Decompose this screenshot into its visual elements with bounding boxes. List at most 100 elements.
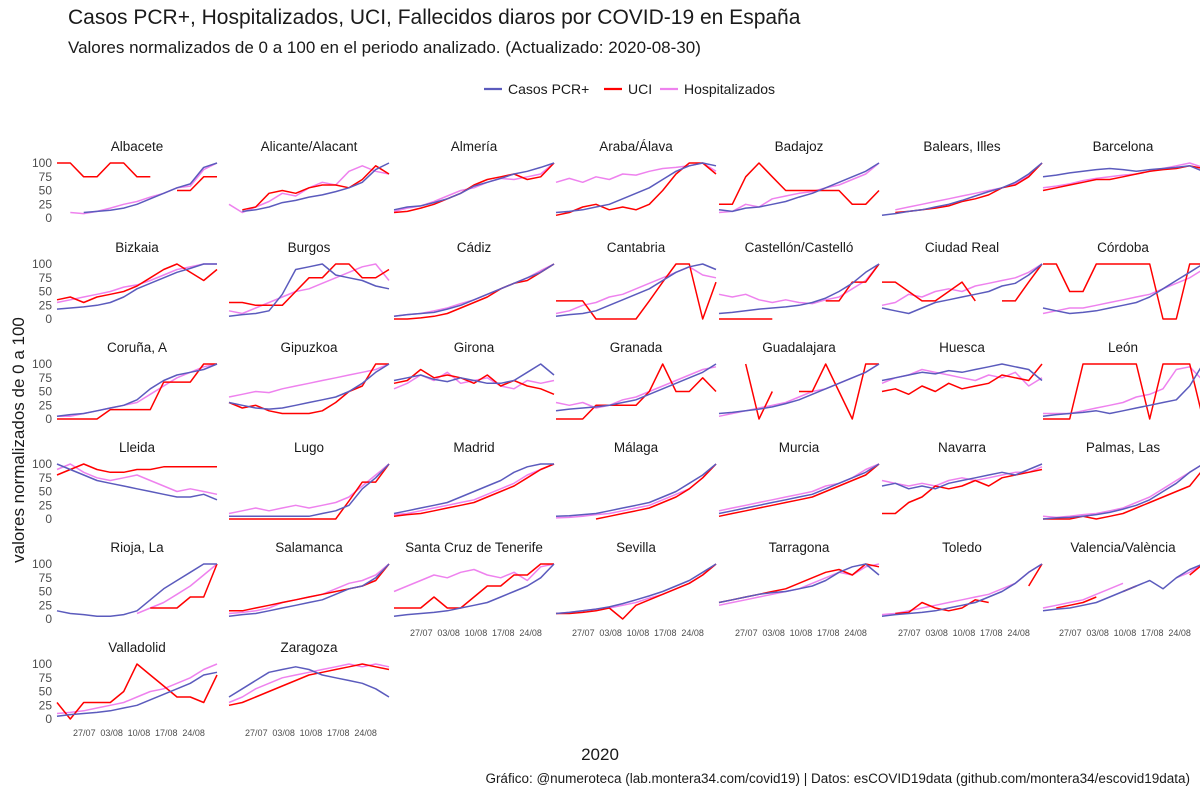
series-line-uci-ciudad-real bbox=[882, 263, 1043, 302]
series-line-hosp-toledo bbox=[881, 563, 1043, 616]
series-line-casos-palmas-las bbox=[1042, 464, 1200, 520]
x-tick-label: 10/08 bbox=[465, 628, 488, 638]
series-line-uci-burgos bbox=[229, 263, 390, 307]
x-tick-label: 27/07 bbox=[572, 628, 595, 638]
series-line-hosp-lleida bbox=[56, 463, 218, 496]
series-line-hosp-balears-illes bbox=[895, 162, 1043, 211]
series-line-casos-santa-cruz-de-tenerife bbox=[393, 563, 555, 618]
y-tick-label: 0 bbox=[45, 312, 52, 326]
series-line-casos-burgos bbox=[228, 263, 390, 318]
chart-subtitle: Valores normalizados de 0 a 100 en el pe… bbox=[68, 38, 701, 57]
series-line-hosp-badajoz bbox=[718, 162, 880, 214]
panel-title-guadalajara: Guadalajara bbox=[762, 340, 836, 355]
series-line-uci-huesca bbox=[881, 363, 1043, 396]
panel-title-huesca: Huesca bbox=[939, 340, 985, 355]
x-tick-label: 27/07 bbox=[1059, 628, 1082, 638]
series-line-hosp-valencia-val-ncia bbox=[1042, 564, 1200, 609]
series-line-uci-m-laga bbox=[595, 463, 717, 520]
series-line-casos-bizkaia bbox=[56, 263, 217, 310]
x-tick-label: 10/08 bbox=[627, 628, 650, 638]
series-line-uci-valladolid bbox=[56, 663, 218, 720]
series-line-casos-huesca bbox=[881, 363, 1043, 382]
panel-title-ciudad-real: Ciudad Real bbox=[925, 240, 999, 255]
panel-title-madrid: Madrid bbox=[453, 440, 494, 455]
y-tick-label: 25 bbox=[39, 298, 53, 312]
series-line-hosp-albacete bbox=[70, 162, 218, 215]
series-line-casos-navarra bbox=[881, 463, 1043, 490]
y-tick-label: 50 bbox=[39, 685, 53, 699]
panel-title-girona: Girona bbox=[454, 340, 495, 355]
series-line-uci-coru-a-a bbox=[57, 363, 217, 420]
x-tick-label: 03/08 bbox=[925, 628, 948, 638]
series-line-uci-madrid bbox=[393, 463, 555, 518]
series-line-uci-gipuzkoa bbox=[228, 363, 389, 415]
y-tick-label: 50 bbox=[39, 184, 53, 198]
series-line-hosp-castell-n-castell bbox=[718, 263, 880, 305]
x-tick-label: 24/08 bbox=[519, 628, 542, 638]
panel-title-albacete: Albacete bbox=[111, 139, 164, 154]
series-line-casos-guadalajara bbox=[718, 363, 880, 415]
series-line-hosp-ciudad-real bbox=[881, 263, 1043, 307]
panel-title-alicante-alacant: Alicante/Alacant bbox=[261, 139, 358, 154]
panel-title-valladolid: Valladolid bbox=[108, 640, 166, 655]
series-line-hosp-murcia bbox=[718, 463, 880, 512]
series-line-casos-toledo bbox=[881, 563, 1043, 618]
series-line-uci-lugo bbox=[229, 463, 390, 520]
panel-title-c-rdoba: Córdoba bbox=[1097, 240, 1149, 255]
series-line-hosp-granada bbox=[555, 366, 717, 409]
y-tick-label: 25 bbox=[39, 398, 53, 412]
panel-title-m-laga: Málaga bbox=[614, 440, 659, 455]
x-tick-label: 17/08 bbox=[327, 728, 350, 738]
x-tick-label: 10/08 bbox=[790, 628, 813, 638]
series-line-hosp-gipuzkoa bbox=[228, 363, 390, 398]
series-line-casos-araba-lava bbox=[555, 162, 717, 214]
panel-title-lleida: Lleida bbox=[119, 440, 156, 455]
series-line-uci-zaragoza bbox=[228, 663, 390, 707]
y-tick-label: 100 bbox=[32, 156, 52, 170]
series-line-casos-girona bbox=[393, 363, 555, 385]
y-tick-label: 25 bbox=[39, 698, 53, 712]
series-line-hosp-le-n bbox=[1043, 366, 1200, 415]
series-line-uci-c-diz bbox=[394, 263, 555, 320]
series-line-uci-barcelona bbox=[1042, 165, 1200, 192]
series-line-casos-valencia-val-ncia bbox=[1042, 564, 1200, 612]
x-tick-label: 24/08 bbox=[681, 628, 704, 638]
panel-title-cantabria: Cantabria bbox=[607, 240, 666, 255]
x-tick-label: 27/07 bbox=[898, 628, 921, 638]
panel-title-barcelona: Barcelona bbox=[1093, 139, 1154, 154]
series-line-casos-lugo bbox=[229, 463, 390, 518]
series-line-uci-castell-n-castell bbox=[719, 263, 880, 320]
y-tick-label: 50 bbox=[39, 485, 53, 499]
series-line-uci-le-n bbox=[1043, 363, 1200, 420]
panel-title-rioja-la: Rioja, La bbox=[110, 540, 164, 555]
series-line-hosp-rioja-la bbox=[136, 563, 218, 615]
panel-title-coru-a-a: Coruña, A bbox=[107, 340, 167, 355]
series-line-uci-salamanca bbox=[229, 563, 390, 612]
panel-title-murcia: Murcia bbox=[779, 440, 820, 455]
series-line-casos-tarragona bbox=[718, 563, 880, 604]
panel-title-toledo: Toledo bbox=[942, 540, 982, 555]
y-tick-label: 100 bbox=[32, 257, 52, 271]
chart-caption: Gráfico: @numeroteca (lab.montera34.com/… bbox=[485, 771, 1190, 786]
series-line-uci-palmas-las bbox=[1043, 472, 1200, 520]
series-line-uci-murcia bbox=[718, 463, 880, 518]
x-tick-label: 17/08 bbox=[492, 628, 515, 638]
panel-title-balears-illes: Balears, Illes bbox=[923, 139, 1001, 154]
series-line-casos-almer-a bbox=[393, 162, 555, 211]
x-tick-label: 24/08 bbox=[844, 628, 867, 638]
series-line-uci-toledo bbox=[895, 563, 1043, 615]
y-tick-label: 75 bbox=[39, 471, 53, 485]
y-tick-label: 0 bbox=[45, 712, 52, 726]
x-tick-label: 17/08 bbox=[817, 628, 840, 638]
panel-title-c-diz: Cádiz bbox=[457, 240, 492, 255]
series-line-uci-c-rdoba bbox=[1043, 263, 1200, 320]
x-tick-label: 27/07 bbox=[245, 728, 268, 738]
series-line-uci-lleida bbox=[56, 463, 217, 476]
y-tick-label: 0 bbox=[45, 211, 52, 225]
x-tick-label: 03/08 bbox=[272, 728, 295, 738]
series-line-uci-granada bbox=[556, 363, 717, 420]
series-line-casos-balears-illes bbox=[881, 162, 1043, 217]
series-line-uci-sevilla bbox=[556, 563, 717, 620]
series-line-uci-araba-lava bbox=[555, 162, 717, 217]
